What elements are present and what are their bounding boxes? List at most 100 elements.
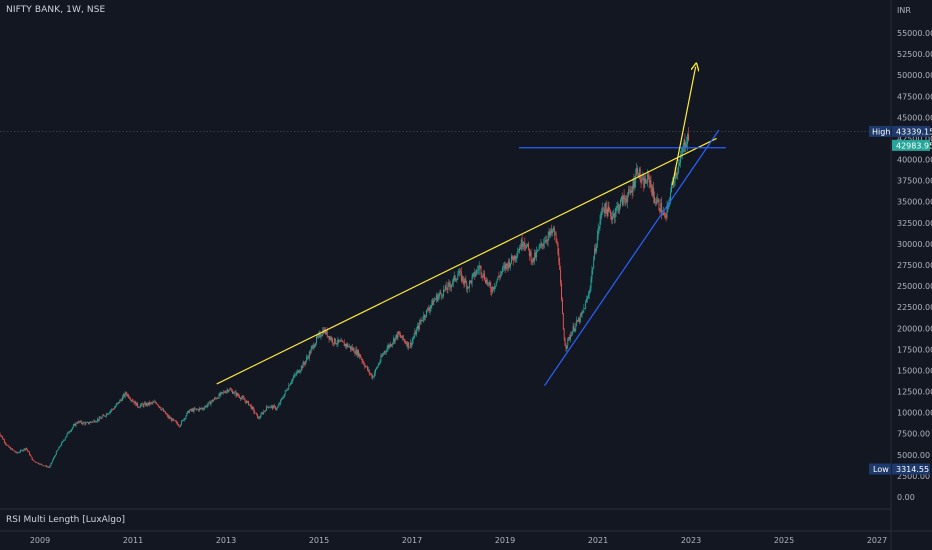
candle-body bbox=[493, 286, 495, 290]
candle-body bbox=[223, 391, 225, 393]
candle-body bbox=[487, 283, 489, 284]
candle-body bbox=[544, 242, 545, 244]
candle-body bbox=[120, 399, 122, 401]
candle-body bbox=[114, 406, 116, 408]
candle-body bbox=[418, 321, 420, 329]
candle-body bbox=[483, 273, 485, 277]
price-axis[interactable]: 55000.00 52500.00 50000.00 47500.00 45000.00… bbox=[897, 29, 932, 502]
indicator-title[interactable]: RSI Multi Length [LuxAlgo] bbox=[6, 515, 126, 525]
candle-body bbox=[86, 422, 88, 424]
candle-body bbox=[247, 401, 249, 402]
candle-body bbox=[452, 278, 454, 283]
candle-body bbox=[92, 421, 94, 423]
candle-body bbox=[181, 420, 183, 422]
candle-body bbox=[306, 357, 308, 361]
y-tick-label: 15000.00 bbox=[897, 366, 932, 375]
candle-body bbox=[556, 242, 558, 244]
candle-body bbox=[281, 398, 283, 400]
candle-body bbox=[51, 462, 53, 464]
candle-body bbox=[246, 401, 248, 404]
candle-body bbox=[206, 404, 208, 407]
candle-body bbox=[202, 408, 204, 410]
candle-body bbox=[686, 144, 688, 147]
candle-body bbox=[315, 343, 317, 346]
candle-body bbox=[63, 439, 65, 441]
candle-body bbox=[407, 342, 409, 347]
candle-body bbox=[78, 421, 80, 424]
candle-body bbox=[600, 212, 602, 221]
candle-body bbox=[350, 347, 352, 350]
candle-body bbox=[38, 463, 40, 465]
candle-body bbox=[69, 431, 71, 433]
candle-body bbox=[637, 173, 639, 178]
candle-body bbox=[273, 405, 275, 409]
candle-body bbox=[571, 331, 573, 336]
candle-body bbox=[630, 190, 632, 193]
candle-body bbox=[240, 397, 242, 399]
candle-body bbox=[25, 448, 27, 450]
candle-body bbox=[430, 305, 432, 308]
candle-body bbox=[409, 342, 411, 348]
blue-trendline[interactable] bbox=[544, 129, 720, 386]
candle-body bbox=[519, 247, 520, 251]
candle-body bbox=[240, 397, 241, 399]
yellow-trendline[interactable] bbox=[216, 137, 717, 385]
candle-body bbox=[468, 286, 469, 288]
candle-body bbox=[245, 400, 247, 404]
candle-body bbox=[56, 450, 58, 452]
candle-body bbox=[463, 281, 465, 284]
candle-body bbox=[680, 153, 682, 156]
candle-body bbox=[582, 310, 584, 313]
candle-body bbox=[633, 180, 635, 188]
candle-body bbox=[303, 362, 305, 364]
candle-body bbox=[489, 282, 491, 287]
candle-body bbox=[642, 178, 644, 180]
candle-body bbox=[608, 206, 610, 211]
candle-body bbox=[300, 366, 302, 371]
candle-body bbox=[42, 464, 44, 466]
projection-arrow[interactable] bbox=[671, 67, 695, 185]
candle-body bbox=[400, 336, 402, 338]
candle-body bbox=[372, 376, 374, 379]
candle-body bbox=[80, 421, 82, 424]
x-tick-label: 2011 bbox=[123, 536, 143, 545]
candle-body bbox=[547, 235, 549, 242]
candle-body bbox=[205, 405, 207, 408]
candle-body bbox=[123, 394, 125, 397]
candle-body bbox=[400, 334, 402, 337]
candle-body bbox=[446, 289, 448, 291]
candle-body bbox=[345, 344, 347, 347]
candle-body bbox=[4, 442, 6, 444]
time-axis[interactable]: 2009 2011 2013 2015 2017 2019 2021 2023 2025 2027 bbox=[30, 536, 887, 545]
candle-body bbox=[313, 345, 315, 348]
candle-body bbox=[209, 401, 211, 405]
candle-body bbox=[75, 422, 77, 426]
low-value: 3314.55 bbox=[896, 465, 929, 474]
candle-body bbox=[158, 406, 160, 407]
candle-body bbox=[599, 220, 601, 229]
candle-body bbox=[176, 421, 178, 424]
candle-body bbox=[623, 195, 625, 200]
candle-body bbox=[528, 248, 530, 256]
candle-body bbox=[105, 416, 106, 417]
candle-body bbox=[260, 413, 262, 418]
candle-body bbox=[251, 406, 253, 409]
candle-body bbox=[1, 435, 3, 437]
candle-body bbox=[458, 273, 460, 276]
candle-body bbox=[0, 435, 2, 436]
candle-body bbox=[257, 414, 258, 419]
candle-body bbox=[50, 463, 52, 466]
candle-body bbox=[371, 374, 373, 379]
candle-body bbox=[663, 213, 664, 215]
candle-body bbox=[54, 456, 55, 458]
y-tick-label: 40000.00 bbox=[897, 156, 932, 165]
candle-body bbox=[112, 409, 114, 410]
candle-body bbox=[595, 246, 597, 252]
symbol-title[interactable]: NIFTY BANK, 1W, NSE bbox=[6, 5, 106, 15]
candle-body bbox=[443, 289, 445, 291]
trendlines-group[interactable] bbox=[216, 67, 726, 386]
candle-body bbox=[362, 361, 364, 363]
candle-body bbox=[373, 376, 375, 377]
candle-body bbox=[97, 419, 99, 421]
